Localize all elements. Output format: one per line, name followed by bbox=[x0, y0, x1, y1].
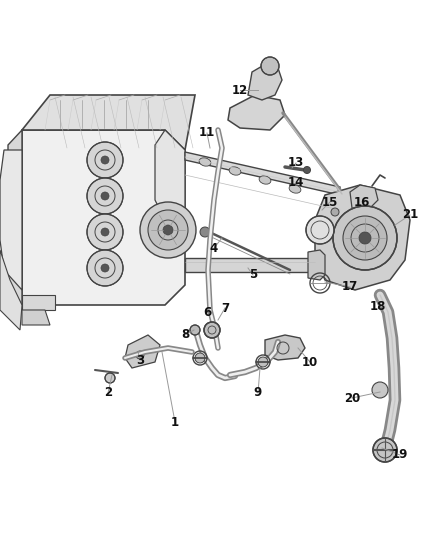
Circle shape bbox=[304, 166, 311, 174]
Text: 14: 14 bbox=[288, 176, 304, 190]
Circle shape bbox=[140, 202, 196, 258]
Polygon shape bbox=[265, 335, 305, 360]
Text: 21: 21 bbox=[402, 208, 418, 222]
Circle shape bbox=[105, 373, 115, 383]
Circle shape bbox=[306, 216, 334, 244]
Circle shape bbox=[87, 250, 123, 286]
Circle shape bbox=[204, 322, 220, 338]
Polygon shape bbox=[228, 95, 285, 130]
Text: 2: 2 bbox=[104, 386, 112, 400]
Circle shape bbox=[190, 325, 200, 335]
Circle shape bbox=[87, 178, 123, 214]
Polygon shape bbox=[308, 250, 325, 280]
Text: 12: 12 bbox=[232, 84, 248, 96]
Ellipse shape bbox=[289, 185, 301, 193]
Circle shape bbox=[373, 438, 397, 462]
Circle shape bbox=[372, 382, 388, 398]
Polygon shape bbox=[248, 65, 282, 100]
Circle shape bbox=[261, 57, 279, 75]
Text: 3: 3 bbox=[136, 353, 144, 367]
Circle shape bbox=[101, 156, 109, 164]
Polygon shape bbox=[8, 130, 22, 305]
Text: 4: 4 bbox=[210, 241, 218, 254]
Polygon shape bbox=[315, 185, 410, 290]
Polygon shape bbox=[125, 335, 160, 368]
Circle shape bbox=[101, 264, 109, 272]
Text: 8: 8 bbox=[181, 328, 189, 342]
Circle shape bbox=[101, 192, 109, 200]
Circle shape bbox=[331, 208, 339, 216]
Polygon shape bbox=[22, 295, 55, 310]
Circle shape bbox=[200, 227, 210, 237]
Circle shape bbox=[101, 228, 109, 236]
Text: 19: 19 bbox=[392, 448, 408, 462]
Polygon shape bbox=[350, 185, 378, 210]
Circle shape bbox=[87, 142, 123, 178]
Text: 9: 9 bbox=[254, 386, 262, 400]
Circle shape bbox=[359, 232, 371, 244]
Text: 11: 11 bbox=[199, 126, 215, 140]
Polygon shape bbox=[22, 130, 185, 305]
Ellipse shape bbox=[259, 176, 271, 184]
Text: 5: 5 bbox=[249, 269, 257, 281]
Circle shape bbox=[148, 210, 188, 250]
Polygon shape bbox=[185, 258, 315, 272]
Text: 13: 13 bbox=[288, 157, 304, 169]
Polygon shape bbox=[155, 130, 185, 225]
Text: 16: 16 bbox=[354, 196, 370, 208]
Circle shape bbox=[195, 353, 205, 363]
Circle shape bbox=[333, 206, 397, 270]
Ellipse shape bbox=[199, 158, 211, 166]
Polygon shape bbox=[22, 310, 50, 325]
Polygon shape bbox=[0, 150, 22, 290]
Text: 15: 15 bbox=[322, 196, 338, 208]
Circle shape bbox=[87, 214, 123, 250]
Text: 20: 20 bbox=[344, 392, 360, 405]
Text: 17: 17 bbox=[342, 280, 358, 294]
Text: 1: 1 bbox=[171, 416, 179, 429]
Polygon shape bbox=[0, 250, 22, 330]
Polygon shape bbox=[22, 95, 195, 150]
Circle shape bbox=[136, 351, 144, 359]
Ellipse shape bbox=[229, 167, 241, 175]
Text: 7: 7 bbox=[221, 302, 229, 314]
Circle shape bbox=[258, 357, 268, 367]
Text: 18: 18 bbox=[370, 300, 386, 312]
Text: 10: 10 bbox=[302, 356, 318, 368]
Circle shape bbox=[343, 216, 387, 260]
Text: 6: 6 bbox=[203, 306, 211, 319]
Circle shape bbox=[163, 225, 173, 235]
Polygon shape bbox=[185, 152, 340, 195]
